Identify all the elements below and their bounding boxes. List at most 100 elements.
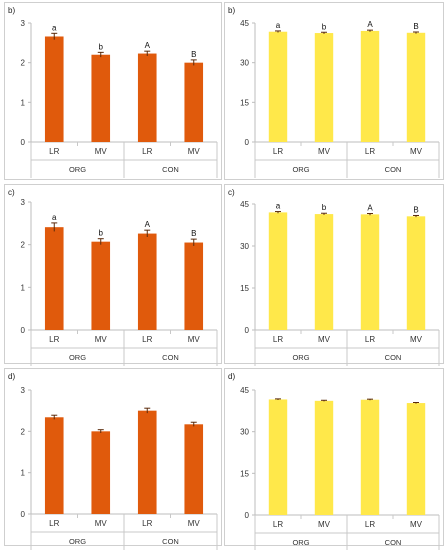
x-tick-label: MV xyxy=(410,335,423,344)
group-label: ORG xyxy=(292,353,309,362)
bar-chart: c) 0 15 30 45 a LR b MV A LR B MV ORG CON xyxy=(228,188,440,366)
bar xyxy=(91,241,111,330)
y-tick-label: 15 xyxy=(240,469,249,478)
significance-label: a xyxy=(52,23,57,32)
bar xyxy=(137,53,157,142)
chart-panel-d-right: d) 0 15 30 45 LR MV LR MV ORG CON xyxy=(224,368,444,550)
bar-chart: d) 0 1 2 3 LR MV LR MV ORG CON xyxy=(8,372,218,550)
x-tick-label: LR xyxy=(273,520,283,529)
y-tick-label: 0 xyxy=(21,326,26,335)
x-tick-label: LR xyxy=(273,147,283,156)
y-tick-label: 3 xyxy=(21,386,26,395)
x-tick-label: LR xyxy=(142,335,152,344)
group-label: ORG xyxy=(292,538,309,547)
bar xyxy=(268,31,288,142)
y-tick-label: 2 xyxy=(21,427,26,436)
significance-label: A xyxy=(367,20,373,29)
panel-label: c) xyxy=(8,188,15,197)
chart-panel-b-right: b) 0 15 30 45 a LR b MV A LR B MV ORG CON xyxy=(224,2,444,180)
bar xyxy=(360,214,380,330)
y-tick-label: 3 xyxy=(21,198,26,207)
bar xyxy=(91,431,111,514)
panel-label: d) xyxy=(8,372,15,381)
panel-label: d) xyxy=(228,372,235,381)
y-tick-label: 2 xyxy=(21,59,26,68)
x-tick-label: MV xyxy=(318,147,331,156)
bar xyxy=(137,410,157,514)
group-label: ORG xyxy=(69,537,86,546)
y-tick-label: 0 xyxy=(21,510,26,519)
y-tick-label: 2 xyxy=(21,241,26,250)
x-tick-label: LR xyxy=(273,335,283,344)
bar xyxy=(268,399,288,515)
bar xyxy=(360,399,380,515)
significance-label: a xyxy=(276,21,281,30)
significance-label: A xyxy=(367,204,373,213)
bar xyxy=(184,242,204,330)
x-tick-label: LR xyxy=(142,519,152,528)
group-label: CON xyxy=(385,353,402,362)
chart-panel-c-left: c) 0 1 2 3 a LR b MV A LR B MV ORG CON xyxy=(4,184,222,366)
significance-label: a xyxy=(52,213,57,222)
group-label: ORG xyxy=(292,165,309,174)
bar xyxy=(184,62,204,142)
y-tick-label: 15 xyxy=(240,98,249,107)
significance-label: A xyxy=(145,220,151,229)
bar-chart: b) 0 1 2 3 a LR b MV A LR B MV ORG CON xyxy=(8,6,218,178)
y-tick-label: 1 xyxy=(21,98,26,107)
significance-label: b xyxy=(322,203,327,212)
x-tick-label: LR xyxy=(365,335,375,344)
y-tick-label: 0 xyxy=(245,511,250,520)
x-tick-label: MV xyxy=(95,147,108,156)
bar-chart: c) 0 1 2 3 a LR b MV A LR B MV ORG CON xyxy=(8,188,218,366)
bar xyxy=(406,32,426,142)
y-tick-label: 1 xyxy=(21,469,26,478)
bar xyxy=(137,233,157,330)
y-tick-label: 30 xyxy=(240,59,249,68)
chart-panel-c-right: c) 0 15 30 45 a LR b MV A LR B MV ORG CON xyxy=(224,184,444,366)
significance-label: b xyxy=(99,229,104,238)
x-tick-label: MV xyxy=(188,335,201,344)
significance-label: b xyxy=(322,22,327,31)
x-tick-label: MV xyxy=(410,147,423,156)
panel-label: c) xyxy=(228,188,235,197)
x-tick-label: MV xyxy=(188,147,201,156)
group-label: CON xyxy=(385,538,402,547)
bar xyxy=(268,212,288,330)
bar xyxy=(44,36,64,143)
x-tick-label: LR xyxy=(49,147,59,156)
panel-label: b) xyxy=(8,6,15,15)
group-label: CON xyxy=(162,165,179,174)
bar xyxy=(314,400,334,515)
y-tick-label: 0 xyxy=(245,138,250,147)
y-tick-label: 1 xyxy=(21,283,26,292)
chart-panel-b-left: b) 0 1 2 3 a LR b MV A LR B MV ORG CON xyxy=(4,2,222,180)
significance-label: b xyxy=(99,42,104,51)
bar xyxy=(91,54,111,142)
significance-label: B xyxy=(191,229,196,238)
bar xyxy=(44,417,64,514)
x-tick-label: LR xyxy=(49,335,59,344)
bar xyxy=(314,214,334,330)
x-tick-label: MV xyxy=(318,335,331,344)
group-label: ORG xyxy=(69,165,86,174)
chart-panel-d-left: d) 0 1 2 3 LR MV LR MV ORG CON xyxy=(4,368,222,550)
panel-label: b) xyxy=(228,6,235,15)
group-label: ORG xyxy=(69,353,86,362)
x-tick-label: LR xyxy=(49,519,59,528)
y-tick-label: 30 xyxy=(240,242,249,251)
x-tick-label: LR xyxy=(365,147,375,156)
bar xyxy=(184,424,204,514)
x-tick-label: LR xyxy=(365,520,375,529)
y-tick-label: 15 xyxy=(240,284,249,293)
y-tick-label: 0 xyxy=(245,326,250,335)
group-label: CON xyxy=(162,537,179,546)
significance-label: A xyxy=(145,41,151,50)
bar xyxy=(44,227,64,330)
x-tick-label: MV xyxy=(410,520,423,529)
y-tick-label: 30 xyxy=(240,428,249,437)
group-label: CON xyxy=(162,353,179,362)
significance-label: B xyxy=(413,22,418,31)
bar xyxy=(314,33,334,142)
y-tick-label: 45 xyxy=(240,386,249,395)
